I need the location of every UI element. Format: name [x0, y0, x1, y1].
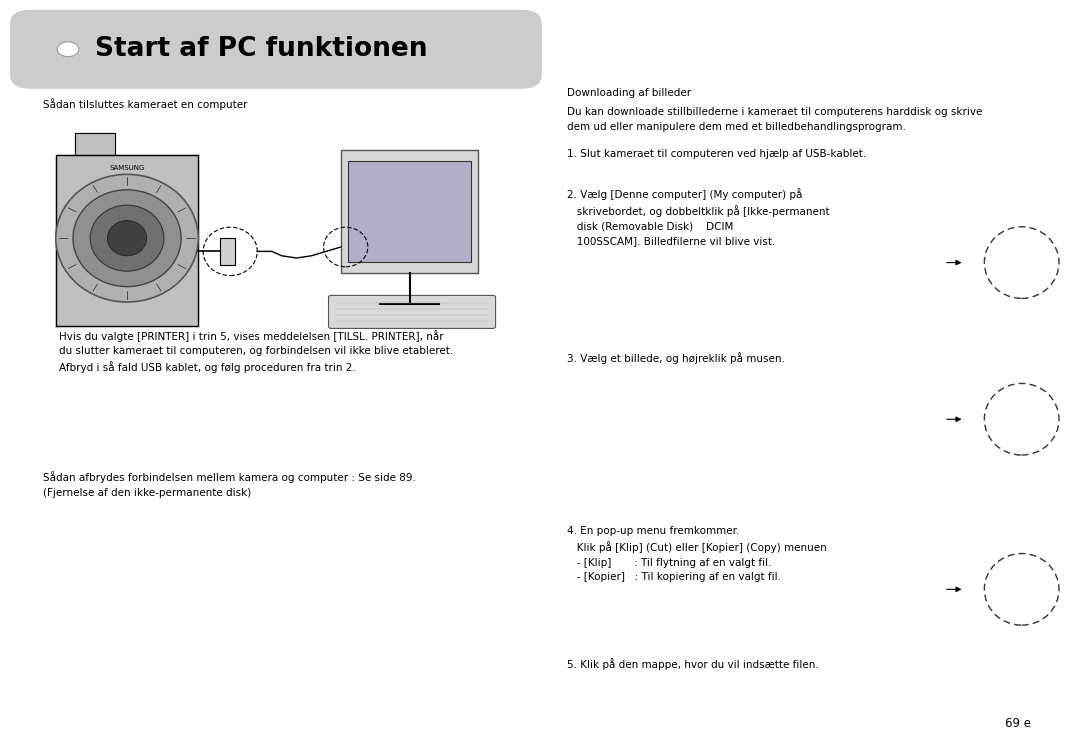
Bar	[348, 161, 471, 263]
Text: Du kan downloade stillbillederne i kameraet til computerens harddisk og skrive
d: Du kan downloade stillbillederne i kamer…	[567, 107, 983, 132]
Ellipse shape	[984, 383, 1059, 455]
Text: 5. Klik på den mappe, hvor du vil indsætte filen.: 5. Klik på den mappe, hvor du vil indsæt…	[567, 658, 819, 670]
Circle shape	[57, 42, 79, 57]
Circle shape	[73, 189, 181, 286]
Polygon shape	[56, 154, 199, 326]
Circle shape	[56, 175, 199, 302]
Bar	[220, 238, 235, 265]
Text: 3. Vælg et billede, og højreklik på musen.: 3. Vælg et billede, og højreklik på muse…	[567, 352, 785, 364]
Text: 1. Slut kameraet til computeren ved hjælp af USB-kablet.: 1. Slut kameraet til computeren ved hjæl…	[567, 149, 866, 159]
Polygon shape	[76, 133, 114, 154]
Ellipse shape	[984, 554, 1059, 625]
Text: 4. En pop-up menu fremkommer.
   Klik på [Klip] (Cut) eller [Kopier] (Copy) menu: 4. En pop-up menu fremkommer. Klik på [K…	[567, 526, 827, 582]
FancyBboxPatch shape	[328, 295, 496, 328]
FancyBboxPatch shape	[341, 150, 478, 273]
Text: Sådan tilsluttes kameraet en computer: Sådan tilsluttes kameraet en computer	[43, 98, 247, 110]
Ellipse shape	[984, 227, 1059, 298]
Text: Sådan afbrydes forbindelsen mellem kamera og computer : Se side 89.
(Fjernelse a: Sådan afbrydes forbindelsen mellem kamer…	[43, 471, 416, 498]
Text: SAMSUNG: SAMSUNG	[109, 165, 145, 171]
Text: 2. Vælg [Denne computer] (My computer) på
   skrivebordet, og dobbeltklik på [Ik: 2. Vælg [Denne computer] (My computer) p…	[567, 188, 829, 246]
Circle shape	[91, 205, 164, 272]
Circle shape	[107, 221, 147, 256]
FancyBboxPatch shape	[11, 10, 541, 88]
Text: Hvis du valgte [PRINTER] i trin 5, vises meddelelsen [TILSL. PRINTER], når
du sl: Hvis du valgte [PRINTER] i trin 5, vises…	[59, 330, 454, 374]
Text: Downloading af billeder: Downloading af billeder	[567, 88, 691, 98]
Text: 69 e: 69 e	[1005, 717, 1031, 730]
Text: Start af PC funktionen: Start af PC funktionen	[95, 37, 428, 62]
